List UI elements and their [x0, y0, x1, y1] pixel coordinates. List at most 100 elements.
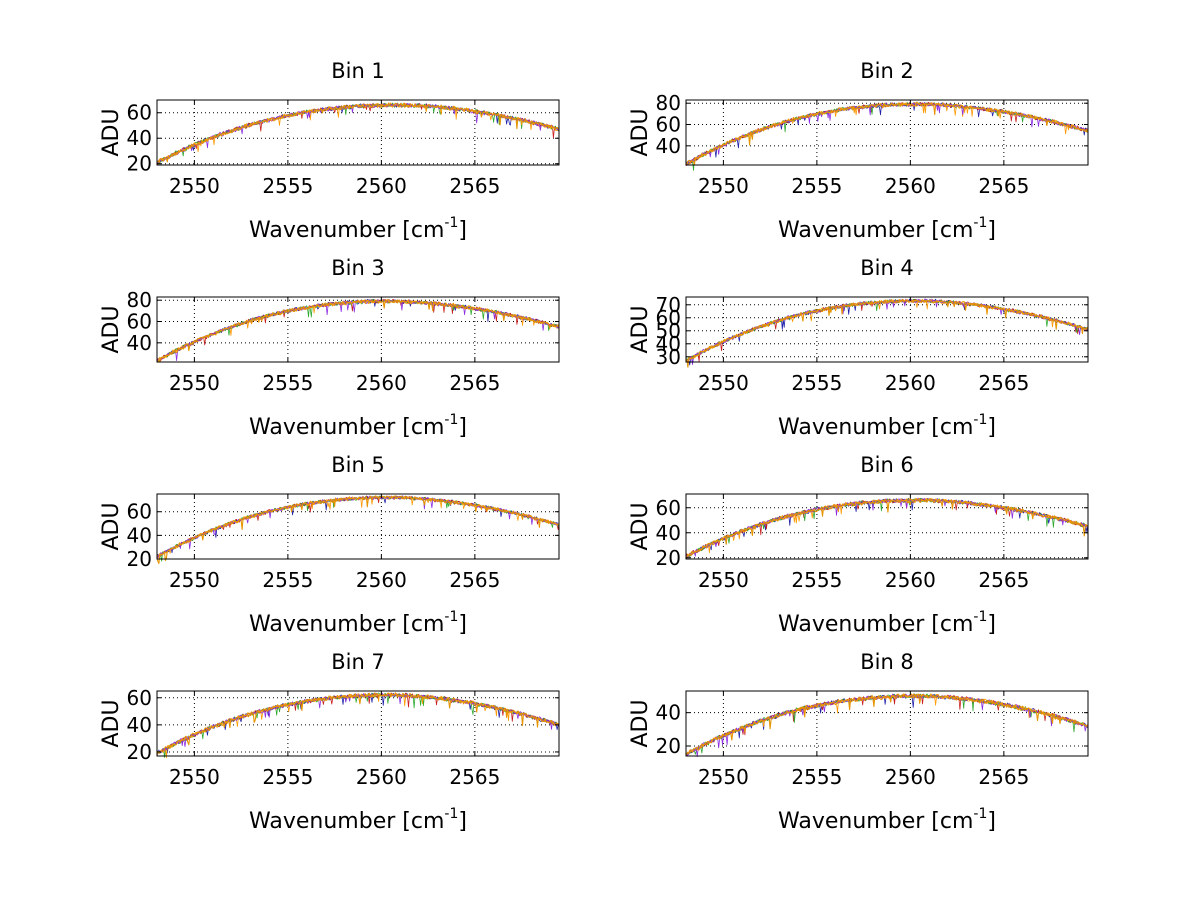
spectrum-line	[156, 495, 560, 558]
y-tick-label: 40	[656, 521, 681, 545]
spectrum-line	[156, 692, 560, 754]
spectrum-line	[156, 298, 560, 363]
y-axis-label: ADU	[99, 305, 124, 353]
y-tick-label: 60	[127, 686, 152, 710]
x-tick-label: 2560	[356, 568, 407, 592]
subplot-title: Bin 4	[860, 256, 914, 280]
x-tick-label: 2565	[449, 174, 500, 198]
spectrum-line	[156, 495, 560, 558]
y-tick-label: 60	[127, 310, 152, 334]
x-tick-label: 2560	[356, 371, 407, 395]
x-axis-label: Wavenumber [cm-1]	[249, 412, 467, 440]
x-tick-label: 2550	[698, 174, 749, 198]
axes-box	[685, 296, 1089, 363]
axes-box	[156, 296, 560, 363]
subplot-title: Bin 3	[331, 256, 385, 280]
spectrum-line	[156, 298, 560, 362]
x-axis-label: Wavenumber [cm-1]	[778, 412, 996, 440]
spectrum-line	[685, 101, 1089, 167]
axes-box	[156, 493, 560, 560]
axes-box	[685, 99, 1089, 166]
x-tick-label: 2555	[791, 765, 842, 789]
y-axis-label: ADU	[628, 699, 653, 747]
axes-box	[156, 99, 560, 166]
y-axis-label: ADU	[99, 699, 124, 747]
spectrum-line	[156, 495, 560, 558]
y-tick-label: 40	[656, 332, 681, 356]
axes-box	[685, 493, 1089, 560]
x-tick-label: 2555	[262, 174, 313, 198]
y-tick-label: 50	[656, 319, 681, 343]
spectrum-line	[685, 102, 1089, 166]
spectrum-line	[157, 299, 560, 363]
spectrum-line	[156, 102, 560, 164]
y-axis-label: ADU	[99, 108, 124, 156]
x-tick-label: 2555	[791, 568, 842, 592]
x-tick-label: 2565	[449, 568, 500, 592]
subplot-title: Bin 7	[331, 650, 385, 674]
spectrum-line	[156, 102, 560, 165]
subplot-title: Bin 5	[331, 453, 385, 477]
x-tick-label: 2565	[978, 568, 1029, 592]
subplot-title: Bin 6	[860, 453, 914, 477]
x-tick-label: 2550	[698, 765, 749, 789]
x-axis-label: Wavenumber [cm-1]	[778, 806, 996, 834]
y-axis-label: ADU	[99, 502, 124, 550]
y-tick-label: 20	[127, 547, 152, 571]
x-tick-label: 2550	[169, 568, 220, 592]
spectrum-line	[685, 299, 1089, 368]
y-axis-label: ADU	[628, 108, 653, 156]
y-tick-label: 80	[127, 288, 152, 312]
x-tick-label: 2565	[449, 765, 500, 789]
x-tick-label: 2555	[791, 174, 842, 198]
spectrum-line	[156, 102, 560, 164]
x-tick-label: 2550	[169, 371, 220, 395]
y-tick-label: 60	[656, 306, 681, 330]
y-tick-label: 40	[127, 523, 152, 547]
spectrum-line	[685, 101, 1089, 166]
x-tick-label: 2555	[791, 371, 842, 395]
subplot-title: Bin 2	[860, 59, 914, 83]
y-tick-label: 20	[127, 152, 152, 176]
y-tick-label: 20	[656, 734, 681, 758]
x-tick-label: 2560	[356, 174, 407, 198]
x-axis-label: Wavenumber [cm-1]	[778, 215, 996, 243]
y-tick-label: 40	[127, 713, 152, 737]
y-tick-label: 20	[656, 546, 681, 570]
x-tick-label: 2550	[698, 568, 749, 592]
x-tick-label: 2555	[262, 371, 313, 395]
x-axis-label: Wavenumber [cm-1]	[249, 215, 467, 243]
x-tick-label: 2560	[356, 765, 407, 789]
y-tick-label: 70	[656, 293, 681, 317]
subplot-7: 2550 2555 2560 2565 20 40 60 Bin 7 ADU Wavenumber…	[99, 650, 560, 834]
axes-box	[685, 690, 1089, 757]
subplot-title: Bin 1	[331, 59, 385, 83]
y-axis-label: ADU	[628, 502, 653, 550]
spectrum-line	[156, 298, 560, 362]
subplot-title: Bin 8	[860, 650, 914, 674]
y-tick-label: 80	[656, 91, 681, 115]
x-tick-label: 2555	[262, 765, 313, 789]
y-tick-label: 40	[656, 134, 681, 158]
spectrum-line	[156, 298, 560, 362]
x-tick-label: 2560	[885, 174, 936, 198]
y-tick-label: 60	[127, 101, 152, 125]
spectrum-line	[156, 495, 560, 559]
x-axis-label: Wavenumber [cm-1]	[249, 806, 467, 834]
x-axis-label: Wavenumber [cm-1]	[249, 609, 467, 637]
axes-box	[156, 690, 560, 757]
x-tick-label: 2565	[978, 765, 1029, 789]
spectrum-line	[156, 102, 560, 164]
y-axis-label: ADU	[628, 305, 653, 353]
x-tick-label: 2550	[169, 765, 220, 789]
y-tick-label: 40	[656, 701, 681, 725]
y-tick-label: 60	[127, 500, 152, 524]
subplot-8: 2550 2555 2560 2565 20 40 Bin 8 ADU Wavenumber […	[628, 650, 1089, 834]
y-tick-label: 20	[127, 740, 152, 764]
